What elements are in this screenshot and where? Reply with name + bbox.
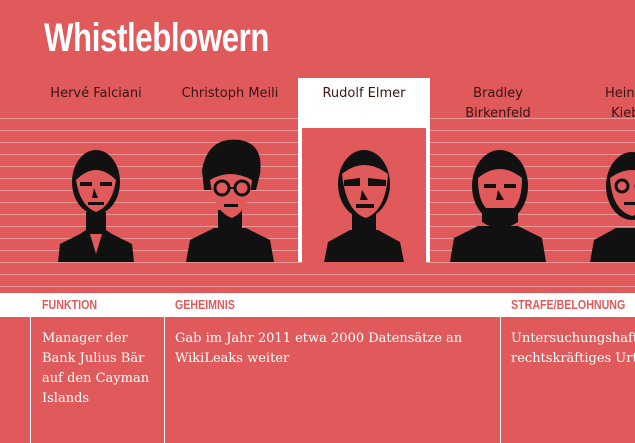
person-name: Heinrich Kieber bbox=[605, 86, 635, 121]
person-name: Bradley Birkenfeld bbox=[465, 86, 531, 121]
column-divider bbox=[164, 317, 165, 443]
header-funktion: FUNKTION bbox=[42, 297, 98, 312]
person-card-kieber[interactable]: Heinrich Kieber bbox=[566, 78, 635, 262]
header-geheimnis: GEHEIMNIS bbox=[175, 297, 235, 312]
person-name: Christoph Meili bbox=[181, 86, 279, 101]
portrait-elmer bbox=[324, 150, 404, 262]
person-name: Rudolf Elmer bbox=[322, 86, 406, 101]
person-card-falciani[interactable]: Hervé Falciani bbox=[30, 78, 162, 262]
page-title: Whistleblowern bbox=[44, 16, 270, 60]
portrait-falciani bbox=[58, 150, 134, 262]
table-header bbox=[0, 293, 635, 317]
column-divider bbox=[30, 317, 31, 443]
cell-geheimnis: Gab im Jahr 2011 etwa 2000 Datensätze an… bbox=[175, 331, 463, 366]
column-divider bbox=[500, 317, 501, 443]
cell-funktion: Manager der Bank Julius Bär auf den Caym… bbox=[42, 331, 150, 406]
person-card-elmer-selected[interactable]: Rudolf Elmer bbox=[298, 78, 430, 263]
portrait-meili bbox=[186, 139, 274, 262]
cell-strafe: Untersuchungshaft, kein rechtskräftiges … bbox=[511, 331, 635, 366]
portrait-kieber bbox=[590, 152, 635, 262]
header-strafe: STRAFE/BELOHNUNG bbox=[511, 297, 626, 312]
portrait-birkenfeld bbox=[450, 150, 546, 262]
person-name: Hervé Falciani bbox=[50, 86, 142, 101]
person-card-birkenfeld[interactable]: Bradley Birkenfeld bbox=[432, 78, 564, 262]
details-table: FUNKTION GEHEIMNIS STRAFE/BELOHNUNG Mana… bbox=[0, 293, 635, 443]
person-card-meili[interactable]: Christoph Meili bbox=[164, 78, 296, 262]
